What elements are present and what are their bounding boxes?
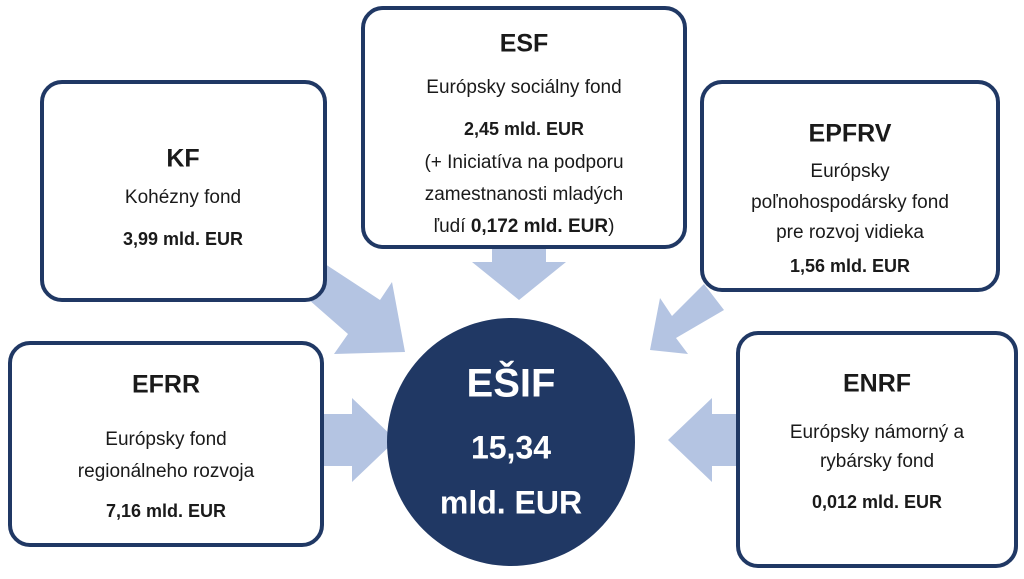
label: pre rozvoj vidieka [776,222,924,243]
note: ) [608,216,614,237]
title: EPFRV [809,120,892,148]
box [736,331,1018,568]
label: Európsky sociálny fond [426,77,621,98]
amount: 0,012 mld. EUR [812,492,942,512]
label: Kohézny fond [125,187,241,208]
box [8,341,324,547]
label: poľnohospodársky fond [751,192,949,213]
label: rybársky fond [820,451,934,472]
amount: 2,45 mld. EUR [464,119,584,139]
amount: 1,56 mld. EUR [790,256,910,276]
label: Európsky [810,161,890,182]
note: ľudí [434,216,471,237]
title: ENRF [843,370,911,398]
label: Európsky fond [105,429,226,450]
title: EFRR [132,371,200,399]
box [700,80,1000,292]
box [40,80,327,302]
title: KF [166,145,199,173]
amount: 7,16 mld. EUR [106,501,226,521]
center-amount: 15,34 [471,429,551,465]
arrow [668,398,740,482]
arrow [322,398,396,482]
title: ESF [500,30,549,58]
note: ľudí 0,172 mld. EUR) [434,216,615,237]
box [361,6,687,249]
center-circle [387,318,635,566]
amount: 3,99 mld. EUR [123,229,243,249]
arrow [650,284,724,354]
center-title: EŠIF [467,360,556,406]
label: regionálneho rozvoja [78,461,255,482]
center-unit: mld. EUR [440,484,582,520]
arrow [472,248,566,300]
note-amount: 0,172 mld. EUR [471,216,609,237]
label: Európsky námorný a [790,422,965,443]
note: (+ Iniciatíva na podporu [424,152,623,173]
note: zamestnanosti mladých [425,184,624,205]
